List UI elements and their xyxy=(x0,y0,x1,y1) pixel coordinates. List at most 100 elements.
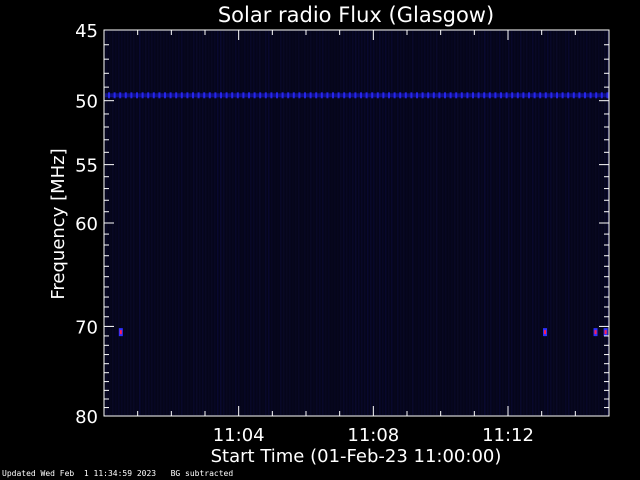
texture-stripe xyxy=(421,31,423,415)
band-dash xyxy=(320,92,323,99)
band-dash xyxy=(197,92,200,99)
texture-stripe xyxy=(118,31,120,415)
band-dash xyxy=(460,92,463,99)
texture-stripe xyxy=(589,31,591,415)
band-dash xyxy=(264,92,267,99)
texture-stripe xyxy=(298,31,300,415)
texture-stripe xyxy=(511,31,513,415)
band-dash xyxy=(365,92,368,99)
texture-stripe xyxy=(208,31,210,415)
band-dash xyxy=(108,92,110,99)
texture-stripe xyxy=(490,31,492,415)
band-dash xyxy=(416,92,418,99)
texture-stripe xyxy=(304,31,306,415)
band-dash xyxy=(561,92,564,99)
texture-stripe xyxy=(544,31,546,415)
band-dash xyxy=(539,92,542,99)
texture-stripe xyxy=(424,31,426,415)
band-dash xyxy=(516,92,519,99)
bg-subtracted-note: BG subtracted xyxy=(170,469,234,478)
texture-stripe xyxy=(256,31,258,415)
texture-stripe xyxy=(466,31,468,415)
texture-stripe xyxy=(313,31,315,415)
x-axis: 11:04 11:08 11:12 xyxy=(137,30,576,446)
emission-spot xyxy=(604,330,607,335)
band-dash xyxy=(309,92,312,99)
texture-stripe xyxy=(385,31,387,415)
texture-stripe xyxy=(286,31,288,415)
x-tick-label: 11:04 xyxy=(213,425,265,446)
band-dash xyxy=(421,92,424,99)
band-dash xyxy=(472,92,474,99)
band-dash xyxy=(500,92,502,99)
band-dash xyxy=(332,92,334,99)
band-dash xyxy=(315,92,318,99)
texture-stripe xyxy=(193,31,195,415)
band-dash xyxy=(376,92,379,99)
texture-stripe xyxy=(496,31,498,415)
y-tick-label: 50 xyxy=(75,92,98,113)
updated-timestamp: Updated Wed Feb 1 11:34:59 2023 xyxy=(2,469,157,478)
texture-stripe xyxy=(406,31,408,415)
texture-stripe xyxy=(508,31,510,415)
band-dash xyxy=(292,92,295,99)
band-dash xyxy=(192,92,194,99)
texture-stripe xyxy=(451,31,453,415)
texture-stripe xyxy=(157,31,159,415)
band-dash xyxy=(337,92,340,99)
band-dash xyxy=(287,92,290,99)
texture-stripe xyxy=(295,31,297,415)
texture-stripe xyxy=(265,31,267,415)
texture-stripe xyxy=(361,31,363,415)
band-dash xyxy=(169,92,172,99)
texture-stripe xyxy=(445,31,447,415)
texture-stripe xyxy=(469,31,471,415)
texture-stripe xyxy=(190,31,192,415)
texture-stripe xyxy=(163,31,165,415)
texture-stripe xyxy=(292,31,294,415)
band-dash xyxy=(427,92,430,99)
texture-stripe xyxy=(220,31,222,415)
texture-stripe xyxy=(253,31,255,415)
band-dash xyxy=(533,92,536,99)
texture-stripe xyxy=(115,31,117,415)
texture-stripe xyxy=(184,31,186,415)
texture-stripe xyxy=(529,31,531,415)
band-dash xyxy=(354,92,357,99)
texture-stripe xyxy=(541,31,543,415)
band-dash xyxy=(388,92,390,99)
texture-stripe xyxy=(553,31,555,415)
texture-stripe xyxy=(574,31,576,415)
texture-stripe xyxy=(436,31,438,415)
band-dash xyxy=(494,92,497,99)
texture-stripe xyxy=(130,31,132,415)
texture-stripe xyxy=(133,31,135,415)
band-dash xyxy=(304,92,306,99)
texture-stripe xyxy=(316,31,318,415)
texture-stripe xyxy=(520,31,522,415)
texture-stripe xyxy=(415,31,417,415)
band-dash xyxy=(248,92,250,99)
texture-stripe xyxy=(481,31,483,415)
band-dash xyxy=(382,92,385,99)
texture-stripe xyxy=(169,31,171,415)
texture-stripe xyxy=(571,31,573,415)
texture-stripe xyxy=(505,31,507,415)
emission-features xyxy=(105,92,609,337)
texture-stripe xyxy=(232,31,234,415)
texture-stripe xyxy=(547,31,549,415)
texture-stripe xyxy=(523,31,525,415)
texture-stripe xyxy=(238,31,240,415)
band-dash xyxy=(147,92,150,99)
texture-stripe xyxy=(595,31,597,415)
texture-stripe xyxy=(340,31,342,415)
texture-stripe xyxy=(229,31,231,415)
band-dash xyxy=(483,92,486,99)
texture-stripe xyxy=(217,31,219,415)
band-dash xyxy=(550,92,553,99)
texture-stripe xyxy=(343,31,345,415)
texture-stripe xyxy=(301,31,303,415)
texture-stripe xyxy=(262,31,264,415)
band-dash xyxy=(578,92,581,99)
